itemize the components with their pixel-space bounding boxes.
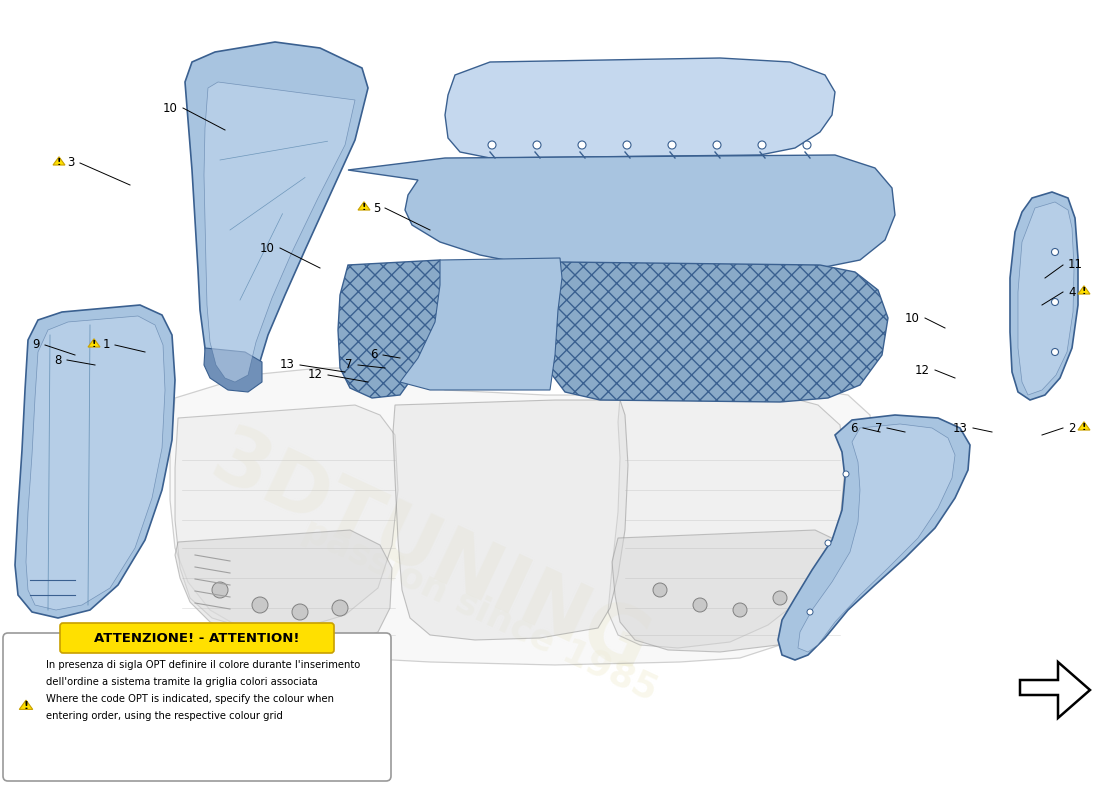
- Text: 12: 12: [308, 369, 323, 382]
- Text: 7: 7: [874, 422, 882, 434]
- Text: !: !: [23, 702, 29, 711]
- Text: 13: 13: [280, 358, 295, 371]
- Polygon shape: [608, 395, 845, 648]
- Text: 1: 1: [102, 338, 110, 351]
- Polygon shape: [446, 58, 835, 158]
- Polygon shape: [175, 530, 392, 648]
- Polygon shape: [53, 157, 65, 165]
- Polygon shape: [15, 305, 175, 618]
- Text: 13: 13: [953, 422, 968, 434]
- Circle shape: [578, 141, 586, 149]
- Polygon shape: [548, 262, 888, 402]
- Text: entering order, using the respective colour grid: entering order, using the respective col…: [46, 711, 283, 721]
- Circle shape: [1052, 298, 1058, 306]
- Circle shape: [803, 141, 811, 149]
- Text: 3DTUNING: 3DTUNING: [199, 419, 661, 690]
- Text: !: !: [1081, 287, 1086, 296]
- Text: 9: 9: [33, 338, 40, 351]
- Text: 10: 10: [905, 311, 920, 325]
- Polygon shape: [1010, 192, 1078, 400]
- Polygon shape: [393, 400, 628, 640]
- Polygon shape: [798, 424, 955, 652]
- Circle shape: [653, 583, 667, 597]
- Circle shape: [668, 141, 676, 149]
- Polygon shape: [204, 348, 262, 392]
- Circle shape: [292, 604, 308, 620]
- Polygon shape: [1020, 662, 1090, 718]
- Circle shape: [252, 597, 268, 613]
- FancyBboxPatch shape: [60, 623, 334, 653]
- Circle shape: [534, 141, 541, 149]
- Text: 6: 6: [371, 349, 378, 362]
- Circle shape: [733, 603, 747, 617]
- Text: 8: 8: [55, 354, 62, 366]
- Circle shape: [807, 609, 813, 615]
- Text: 12: 12: [915, 363, 930, 377]
- Circle shape: [693, 598, 707, 612]
- Polygon shape: [1018, 202, 1074, 395]
- Circle shape: [758, 141, 766, 149]
- Text: 10: 10: [260, 242, 275, 254]
- Circle shape: [825, 540, 830, 546]
- Text: Where the code OPT is indicated, specify the colour when: Where the code OPT is indicated, specify…: [46, 694, 334, 704]
- Circle shape: [773, 591, 786, 605]
- FancyBboxPatch shape: [3, 633, 390, 781]
- Polygon shape: [338, 260, 446, 398]
- Text: 7: 7: [345, 358, 353, 371]
- Circle shape: [332, 600, 348, 616]
- Text: 2: 2: [1068, 422, 1076, 434]
- Text: !: !: [362, 203, 366, 212]
- Polygon shape: [778, 415, 970, 660]
- Circle shape: [212, 582, 228, 598]
- Polygon shape: [20, 700, 33, 710]
- Polygon shape: [26, 316, 165, 610]
- Text: dell'ordine a sistema tramite la griglia colori associata: dell'ordine a sistema tramite la griglia…: [46, 677, 318, 687]
- Text: 4: 4: [1068, 286, 1076, 298]
- Text: !: !: [91, 340, 96, 349]
- Polygon shape: [185, 42, 368, 388]
- Polygon shape: [170, 368, 874, 665]
- Text: ATTENZIONE! - ATTENTION!: ATTENZIONE! - ATTENTION!: [95, 631, 299, 645]
- Polygon shape: [204, 82, 355, 382]
- Text: 11: 11: [1068, 258, 1084, 271]
- Polygon shape: [358, 202, 370, 210]
- Circle shape: [488, 141, 496, 149]
- Polygon shape: [1078, 286, 1090, 294]
- Text: 5: 5: [373, 202, 380, 214]
- Polygon shape: [175, 405, 398, 630]
- Polygon shape: [1078, 422, 1090, 430]
- Text: 6: 6: [850, 422, 858, 434]
- Circle shape: [1052, 349, 1058, 355]
- Polygon shape: [612, 530, 845, 652]
- Text: 3: 3: [67, 157, 75, 170]
- Polygon shape: [400, 258, 562, 390]
- Text: 10: 10: [163, 102, 178, 114]
- Text: passion since 1985: passion since 1985: [297, 513, 663, 707]
- Polygon shape: [88, 339, 100, 347]
- Text: !: !: [1081, 423, 1086, 432]
- Circle shape: [623, 141, 631, 149]
- Text: In presenza di sigla OPT definire il colore durante l'inserimento: In presenza di sigla OPT definire il col…: [46, 660, 361, 670]
- Polygon shape: [348, 155, 895, 268]
- Circle shape: [1052, 249, 1058, 255]
- Text: !: !: [57, 158, 62, 167]
- Circle shape: [843, 471, 849, 477]
- Circle shape: [713, 141, 721, 149]
